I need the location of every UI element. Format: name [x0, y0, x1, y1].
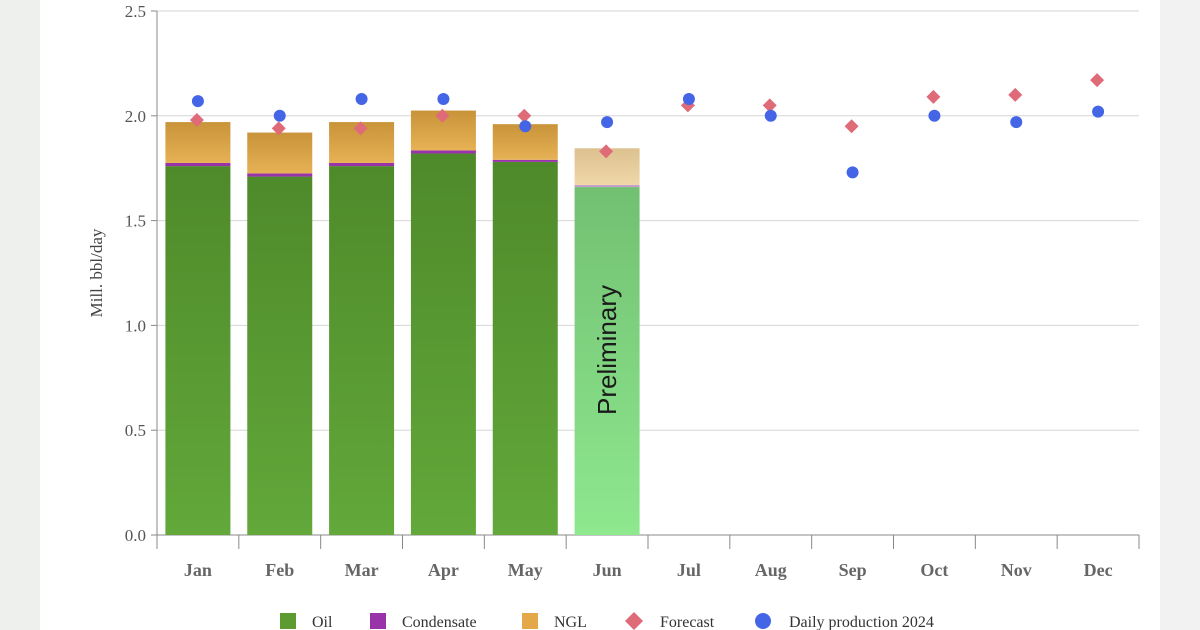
legend-label: Oil [312, 614, 333, 630]
x-tick-label: Sep [839, 560, 867, 580]
daily-production-point [682, 93, 695, 106]
legend-swatch [755, 613, 771, 629]
forecast-point [844, 119, 859, 134]
bar-oil [410, 153, 476, 535]
legend-label: Condensate [402, 614, 477, 630]
forecast-point [1008, 87, 1023, 102]
x-tick-label: Mar [345, 560, 379, 580]
x-tick-label: Aug [755, 560, 787, 580]
daily-production-point [1092, 105, 1105, 118]
daily-production-point [601, 116, 614, 129]
bar-condensate [410, 150, 476, 154]
x-tick-label: May [508, 560, 543, 580]
forecast-point [435, 108, 450, 123]
x-tick-label: Apr [428, 560, 459, 580]
legend-label: Forecast [660, 614, 715, 630]
x-tick-label: Jul [677, 560, 701, 580]
legend-swatch [370, 613, 386, 629]
x-tick-label: Feb [265, 560, 294, 580]
x-tick-label: Jan [184, 560, 212, 580]
x-tick-label: Dec [1084, 560, 1113, 580]
y-tick-label: 2.0 [125, 107, 146, 126]
legend-item: Oil [280, 613, 333, 630]
x-tick-label: Nov [1001, 560, 1032, 580]
bar-oil [492, 161, 558, 536]
forecast-point [599, 144, 614, 159]
legend-item: Condensate [370, 613, 477, 630]
daily-production-point [519, 120, 532, 133]
x-tick-label: Oct [920, 560, 948, 580]
bar-oil [329, 166, 395, 535]
daily-production-point [846, 166, 859, 179]
forecast-point [353, 121, 368, 136]
bar-condensate [247, 173, 313, 177]
bar-ngl [165, 122, 231, 163]
bar-condensate [492, 159, 558, 162]
bar-oil [574, 187, 640, 535]
legend-item: Forecast [625, 612, 715, 630]
forecast-point [1090, 73, 1105, 88]
daily-production-point [1010, 116, 1023, 129]
forecast-point [189, 112, 204, 127]
bar-condensate [574, 184, 640, 188]
legend: Oil Condensate NGL Forecast Daily production… [280, 612, 934, 630]
legend-label: NGL [554, 614, 587, 630]
daily-production-point [191, 95, 204, 108]
y-tick-label: 0.0 [125, 526, 146, 545]
left-margin [0, 0, 40, 630]
legend-item: Daily production 2024 [755, 613, 934, 630]
preliminary-annotation: Preliminary [592, 285, 622, 415]
legend-swatch [280, 613, 296, 629]
daily-production-point [764, 109, 777, 122]
y-tick-label: 2.5 [125, 2, 146, 21]
bar-condensate [165, 162, 231, 167]
y-tick-label: 1.0 [125, 316, 146, 335]
bar-condensate [329, 162, 395, 167]
forecast-point [762, 98, 777, 113]
daily-production-point [437, 93, 450, 106]
daily-production-point [355, 93, 368, 106]
legend-swatch [625, 612, 643, 630]
y-tick-label: 1.5 [125, 212, 146, 231]
y-tick-label: 0.5 [125, 421, 146, 440]
bar-ngl [247, 132, 313, 174]
right-margin [1160, 0, 1200, 630]
forecast-point [271, 121, 286, 136]
bar-oil [247, 176, 313, 536]
forecast-point [517, 108, 532, 123]
daily-production-point [273, 109, 286, 122]
forecast-point [926, 89, 941, 104]
bar-oil [165, 166, 231, 535]
legend-item: NGL [522, 613, 587, 630]
daily-production-point [928, 109, 941, 122]
x-tick-label: Jun [593, 560, 622, 580]
legend-label: Daily production 2024 [789, 614, 934, 630]
legend-swatch [522, 613, 538, 629]
y-axis-label: Mill. bbl/day [87, 228, 106, 317]
